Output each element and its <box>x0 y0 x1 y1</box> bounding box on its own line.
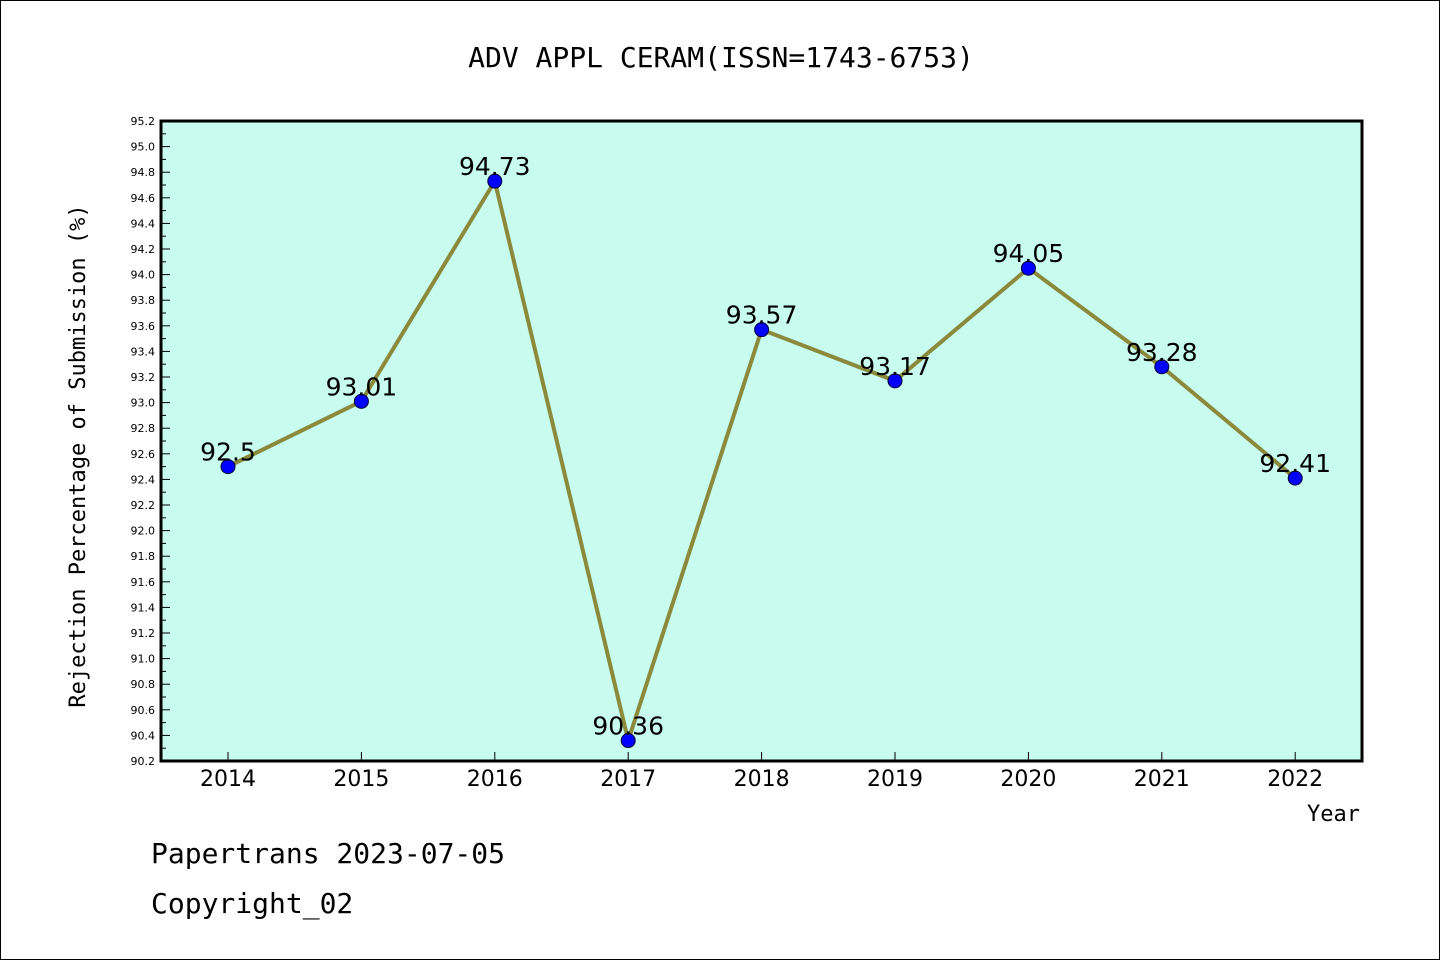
y-tick-label: 91.6 <box>131 576 156 589</box>
data-label: 90.36 <box>592 712 664 741</box>
y-tick-label: 94.8 <box>131 166 156 179</box>
y-tick-label: 93.0 <box>131 397 156 410</box>
data-point <box>1154 359 1170 375</box>
data-point <box>754 322 770 338</box>
y-tick-label: 90.6 <box>131 704 156 717</box>
y-tick-label: 95.0 <box>131 141 156 154</box>
y-tick-label: 93.2 <box>131 371 156 384</box>
data-label: 93.57 <box>726 301 798 330</box>
footer-copyright: Copyright_02 <box>151 887 354 920</box>
x-tick-label: 2020 <box>1000 767 1056 792</box>
data-point <box>1020 260 1036 276</box>
y-tick-label: 94.6 <box>131 192 156 205</box>
y-tick-label: 91.2 <box>131 627 156 640</box>
y-tick-label: 90.2 <box>131 755 156 768</box>
data-label: 93.01 <box>326 372 398 401</box>
plot-area <box>161 121 1362 761</box>
data-points <box>220 173 1303 749</box>
y-axis-label: Rejection Percentage of Submission (%) <box>66 204 91 707</box>
y-tick-label: 95.2 <box>131 115 156 128</box>
y-tick-label: 94.4 <box>131 217 156 230</box>
x-axis-label: Year <box>1307 802 1360 827</box>
x-tick-label: 2015 <box>333 767 389 792</box>
x-tick-label: 2019 <box>867 767 923 792</box>
x-tick-label: 2017 <box>600 767 656 792</box>
y-tick-label: 92.0 <box>131 525 156 538</box>
x-tick-label: 2014 <box>200 767 256 792</box>
x-tick-label: 2021 <box>1134 767 1190 792</box>
footer-date: Papertrans 2023-07-05 <box>151 837 506 870</box>
y-tick-label: 93.4 <box>131 345 156 358</box>
chart-title: ADV APPL CERAM(ISSN=1743-6753) <box>468 41 974 74</box>
data-point <box>353 393 369 409</box>
y-tick-label: 93.8 <box>131 294 156 307</box>
y-tick-label: 90.8 <box>131 678 156 691</box>
y-tick-label: 91.0 <box>131 653 156 666</box>
y-tick-label: 92.2 <box>131 499 156 512</box>
data-label: 94.73 <box>459 152 531 181</box>
data-label: 92.41 <box>1259 449 1331 478</box>
data-label: 94.05 <box>993 239 1065 268</box>
data-point <box>887 373 903 389</box>
data-point <box>487 173 503 189</box>
y-tick-label: 92.6 <box>131 448 156 461</box>
data-label: 92.5 <box>200 438 256 467</box>
y-tick-label: 91.8 <box>131 550 156 563</box>
data-point <box>1287 470 1303 486</box>
data-label: 93.28 <box>1126 338 1198 367</box>
y-tick-label: 94.0 <box>131 269 156 282</box>
y-tick-label: 94.2 <box>131 243 156 256</box>
x-tick-label: 2018 <box>734 767 790 792</box>
data-point <box>620 733 636 749</box>
x-axis-ticks: 2014 2015 2016 2017 2018 2019 2020 2021 2022 <box>200 752 1323 792</box>
y-axis-ticks: 90.2 90.4 90.6 90.8 91.0 91.2 91.4 91.6 91.8 92.0… <box>131 115 170 768</box>
data-label: 93.17 <box>859 352 931 381</box>
y-tick-label: 92.4 <box>131 473 156 486</box>
y-tick-label: 92.8 <box>131 422 156 435</box>
y-tick-label: 91.4 <box>131 601 156 614</box>
x-tick-label: 2022 <box>1267 767 1323 792</box>
y-tick-label: 90.4 <box>131 729 156 742</box>
x-tick-label: 2016 <box>467 767 523 792</box>
data-labels: 92.5 93.01 94.73 90.36 93.57 93.17 94.05 93.28 9… <box>200 152 1331 740</box>
plot-border <box>159 119 1364 763</box>
y-tick-label: 93.6 <box>131 320 156 333</box>
data-point <box>220 459 236 475</box>
